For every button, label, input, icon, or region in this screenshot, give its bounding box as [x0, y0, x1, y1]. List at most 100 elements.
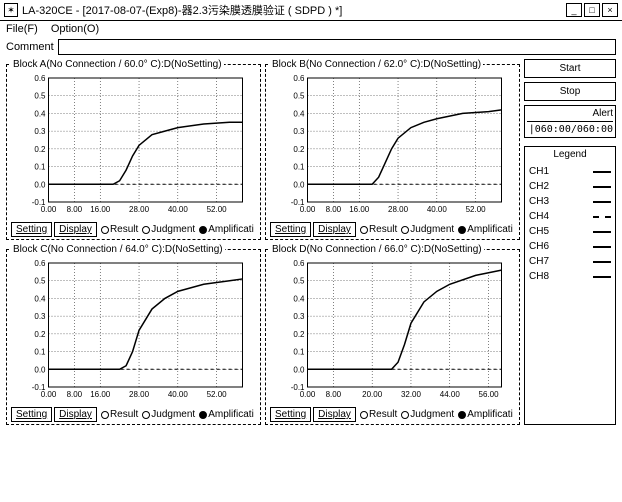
chart-grid: Block A(No Connection / 60.0° C):D(NoSet…: [6, 59, 520, 425]
block-toolbar: SettingDisplay Result Judgment Amplificati: [11, 405, 256, 422]
setting-button[interactable]: Setting: [11, 222, 52, 237]
alert-value: |060:00/060:00: [527, 124, 613, 135]
stop-button[interactable]: Stop: [524, 82, 616, 101]
svg-text:0.4: 0.4: [293, 109, 305, 118]
titlebar: ✶ LA-320CE - [2017-08-07-(Exp8)-器2.3污染膜透…: [0, 0, 622, 21]
chart: -0.10.00.10.20.30.40.50.60.008.0016.0028…: [11, 72, 256, 220]
setting-button[interactable]: Setting: [270, 222, 311, 237]
legend-item: CH6: [527, 239, 613, 254]
block-d: Block D(No Connection / 66.0° C):D(NoSet…: [265, 244, 520, 425]
menu-option[interactable]: Option(O): [51, 23, 99, 35]
svg-text:28.00: 28.00: [388, 205, 409, 214]
comment-row: Comment: [0, 37, 622, 59]
result-radio[interactable]: Result: [101, 409, 138, 420]
result-radio[interactable]: Result: [360, 224, 397, 235]
svg-text:0.1: 0.1: [293, 348, 305, 357]
judgment-radio[interactable]: Judgment: [401, 224, 454, 235]
svg-text:0.2: 0.2: [293, 145, 305, 154]
svg-text:44.00: 44.00: [440, 390, 461, 399]
legend-item: CH1: [527, 164, 613, 179]
svg-text:16.00: 16.00: [349, 205, 370, 214]
block-title: Block B(No Connection / 62.0° C):D(NoSet…: [270, 59, 483, 70]
legend-swatch: [593, 171, 611, 173]
svg-text:0.0: 0.0: [34, 180, 46, 189]
svg-text:52.00: 52.00: [207, 390, 228, 399]
judgment-radio[interactable]: Judgment: [401, 409, 454, 420]
menu-file[interactable]: File(F): [6, 23, 38, 35]
legend-title: Legend: [527, 149, 613, 160]
maximize-button[interactable]: □: [584, 3, 600, 17]
main-area: Block A(No Connection / 60.0° C):D(NoSet…: [0, 59, 622, 429]
judgment-radio[interactable]: Judgment: [142, 409, 195, 420]
amplificati-radio[interactable]: Amplificati: [458, 224, 513, 235]
svg-text:0.1: 0.1: [293, 163, 305, 172]
block-title: Block C(No Connection / 64.0° C):D(NoSet…: [11, 244, 225, 255]
app-icon: ✶: [4, 3, 18, 17]
svg-text:0.6: 0.6: [293, 259, 305, 268]
svg-text:16.00: 16.00: [90, 390, 111, 399]
svg-text:0.6: 0.6: [293, 74, 305, 83]
amplificati-radio[interactable]: Amplificati: [199, 224, 254, 235]
svg-text:0.0: 0.0: [34, 365, 46, 374]
chart: -0.10.00.10.20.30.40.50.60.008.0016.0028…: [11, 257, 256, 405]
legend-item: CH3: [527, 194, 613, 209]
legend-label: CH8: [529, 271, 549, 282]
block-a: Block A(No Connection / 60.0° C):D(NoSet…: [6, 59, 261, 240]
svg-text:0.1: 0.1: [34, 163, 46, 172]
svg-text:40.00: 40.00: [168, 205, 189, 214]
legend-swatch: [593, 216, 611, 218]
svg-text:16.00: 16.00: [90, 205, 111, 214]
setting-button[interactable]: Setting: [11, 407, 52, 422]
block-c: Block C(No Connection / 64.0° C):D(NoSet…: [6, 244, 261, 425]
svg-text:28.00: 28.00: [129, 390, 150, 399]
display-button[interactable]: Display: [54, 222, 97, 237]
svg-text:0.5: 0.5: [34, 92, 46, 101]
legend-label: CH3: [529, 196, 549, 207]
svg-text:0.0: 0.0: [293, 365, 305, 374]
start-button[interactable]: Start: [524, 59, 616, 78]
legend-swatch: [593, 201, 611, 203]
judgment-radio[interactable]: Judgment: [142, 224, 195, 235]
svg-text:0.0: 0.0: [293, 180, 305, 189]
svg-text:56.00: 56.00: [479, 390, 500, 399]
svg-text:20.00: 20.00: [362, 390, 383, 399]
svg-text:0.2: 0.2: [293, 330, 305, 339]
display-button[interactable]: Display: [313, 222, 356, 237]
setting-button[interactable]: Setting: [270, 407, 311, 422]
svg-text:0.6: 0.6: [34, 74, 46, 83]
legend-item: CH8: [527, 269, 613, 284]
legend-item: CH4: [527, 209, 613, 224]
svg-text:0.00: 0.00: [41, 390, 57, 399]
amplificati-radio[interactable]: Amplificati: [458, 409, 513, 420]
svg-text:0.3: 0.3: [34, 127, 46, 136]
svg-text:0.2: 0.2: [34, 145, 46, 154]
svg-text:52.00: 52.00: [466, 205, 487, 214]
svg-text:8.00: 8.00: [326, 390, 342, 399]
svg-text:0.1: 0.1: [34, 348, 46, 357]
close-button[interactable]: ×: [602, 3, 618, 17]
amplificati-radio[interactable]: Amplificati: [199, 409, 254, 420]
legend-label: CH6: [529, 241, 549, 252]
svg-text:8.00: 8.00: [67, 205, 83, 214]
display-button[interactable]: Display: [313, 407, 356, 422]
svg-text:0.3: 0.3: [34, 312, 46, 321]
svg-text:0.00: 0.00: [41, 205, 57, 214]
legend-label: CH5: [529, 226, 549, 237]
svg-text:0.4: 0.4: [34, 109, 46, 118]
legend-label: CH7: [529, 256, 549, 267]
chart: -0.10.00.10.20.30.40.50.60.008.0016.0028…: [270, 72, 515, 220]
svg-text:0.00: 0.00: [300, 390, 316, 399]
legend-swatch: [593, 276, 611, 278]
svg-text:0.4: 0.4: [34, 294, 46, 303]
result-radio[interactable]: Result: [360, 409, 397, 420]
svg-text:40.00: 40.00: [168, 390, 189, 399]
svg-text:0.3: 0.3: [293, 312, 305, 321]
svg-text:32.00: 32.00: [401, 390, 422, 399]
result-radio[interactable]: Result: [101, 224, 138, 235]
minimize-button[interactable]: _: [566, 3, 582, 17]
comment-input[interactable]: [58, 39, 616, 55]
svg-text:0.2: 0.2: [34, 330, 46, 339]
display-button[interactable]: Display: [54, 407, 97, 422]
svg-text:8.00: 8.00: [67, 390, 83, 399]
svg-text:0.3: 0.3: [293, 127, 305, 136]
